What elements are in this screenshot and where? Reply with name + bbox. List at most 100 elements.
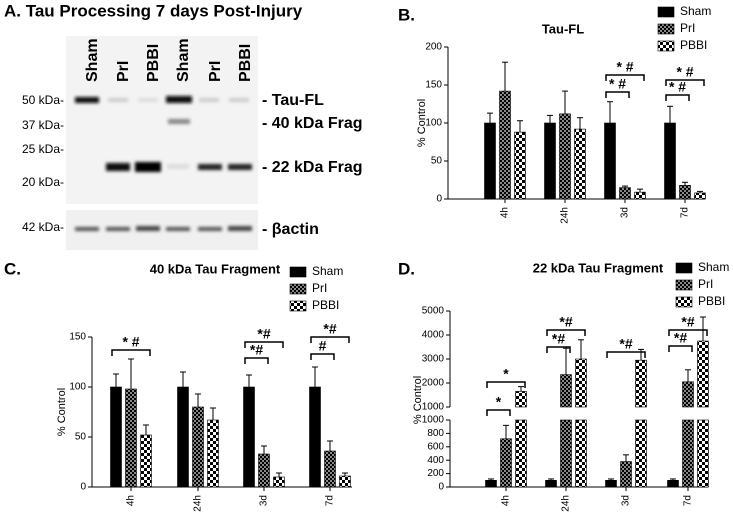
significance-bracket <box>668 329 708 336</box>
y-tick-label: 200 <box>427 468 444 479</box>
marker-label: 20 kDa- <box>22 175 64 189</box>
x-tick-label: 24h <box>193 495 204 512</box>
bar <box>484 122 496 200</box>
bar <box>605 479 617 488</box>
significance-label: *# <box>681 314 694 330</box>
bar <box>619 187 631 200</box>
bar <box>575 419 587 488</box>
blot-panel: A. Tau Processing 7 days Post-Injury Sha… <box>4 1 362 250</box>
y-tick-label: 100 <box>425 118 442 129</box>
significance-bracket <box>546 346 571 353</box>
bar <box>682 419 694 488</box>
significance-label: *# <box>323 321 336 337</box>
band-label: - βactin <box>262 221 319 238</box>
marker-label: 37 kDa- <box>22 118 64 132</box>
bands <box>75 96 252 231</box>
legend-label: Sham <box>680 4 711 18</box>
significance-bracket <box>244 341 284 348</box>
panel-label: B. <box>398 5 415 24</box>
bar <box>485 479 497 488</box>
bar <box>679 185 691 200</box>
y-tick-label: 600 <box>427 441 444 452</box>
bar <box>604 122 616 200</box>
x-tick-label: 3d <box>621 495 632 506</box>
bar <box>697 340 709 408</box>
legend-swatch <box>289 266 307 278</box>
x-tick-label: 3d <box>259 495 270 506</box>
lane-label: PBBI <box>145 44 162 82</box>
bar <box>177 386 189 488</box>
significance-bracket <box>244 357 269 364</box>
bar <box>545 479 557 488</box>
legend-label: PBBI <box>698 294 725 308</box>
bar <box>667 479 679 488</box>
y-tick-label: 3000 <box>422 354 445 365</box>
marker-label: 42 kDa- <box>22 220 64 234</box>
significance-label: *# <box>674 330 687 346</box>
significance-label: * <box>503 366 509 382</box>
bar <box>515 419 527 488</box>
significance-label: * <box>496 394 502 410</box>
y-tick-label: 1000 <box>422 415 445 426</box>
y-tick-label: 150 <box>425 80 442 91</box>
legend-swatch <box>289 283 307 295</box>
bar <box>634 191 646 200</box>
bar <box>500 438 512 488</box>
bar <box>243 386 255 488</box>
bar <box>499 90 511 200</box>
significance-bracket <box>665 94 690 101</box>
bar <box>125 388 137 488</box>
significance-label: * # <box>122 334 139 350</box>
bar <box>682 381 694 408</box>
bar <box>560 374 572 408</box>
chart-title: 40 kDa Tau Fragment <box>150 261 281 276</box>
y-tick-label: 0 <box>80 482 86 493</box>
bar <box>620 461 632 488</box>
bar <box>515 391 527 408</box>
legend-label: PBBI <box>312 298 339 312</box>
bar <box>514 131 526 200</box>
band-label: - 40 kDa Frag <box>262 115 362 132</box>
significance-label: * # <box>616 59 633 75</box>
significance-bracket <box>486 409 511 416</box>
panel-label: D. <box>398 259 415 278</box>
y-tick-label: 50 <box>431 156 443 167</box>
legend-swatch <box>657 40 675 52</box>
significance-bracket <box>111 349 151 356</box>
y-tick-label: 200 <box>425 42 442 53</box>
bar <box>697 419 709 488</box>
significance-bracket <box>605 91 630 98</box>
significance-bracket <box>310 353 335 360</box>
x-tick-label: 3d <box>620 207 631 218</box>
significance-bracket <box>310 336 350 343</box>
y-tick-label: 150 <box>69 332 86 343</box>
y-axis-label: % Control <box>416 99 428 147</box>
significance-label: * # <box>669 79 686 95</box>
chart-title: Tau-FL <box>542 21 584 36</box>
y-tick-label: 0 <box>438 482 444 493</box>
significance-label: # <box>319 338 327 354</box>
bar <box>258 453 270 488</box>
legend-label: Sham <box>698 260 729 274</box>
y-axis-label: % Control <box>56 388 68 436</box>
y-tick-label: 400 <box>427 455 444 466</box>
legend-label: PBBI <box>680 38 707 52</box>
y-tick-label: 1000 <box>422 402 445 413</box>
significance-bracket <box>605 74 645 81</box>
bar <box>273 476 285 488</box>
bar <box>635 419 647 488</box>
legend-label: PrI <box>312 281 327 295</box>
bar <box>559 113 571 200</box>
x-tick-label: 7d <box>680 207 691 218</box>
legend-label: PrI <box>680 21 695 35</box>
lane-label: Sham <box>175 38 192 82</box>
bar <box>575 358 587 408</box>
x-tick-label: 7d <box>683 495 694 506</box>
bar <box>309 386 321 488</box>
legend-label: Sham <box>312 264 343 278</box>
legend-swatch <box>657 6 675 18</box>
bar <box>207 419 219 488</box>
lane-label: PBBI <box>237 44 254 82</box>
significance-label: *# <box>619 336 632 352</box>
bar <box>140 434 152 488</box>
